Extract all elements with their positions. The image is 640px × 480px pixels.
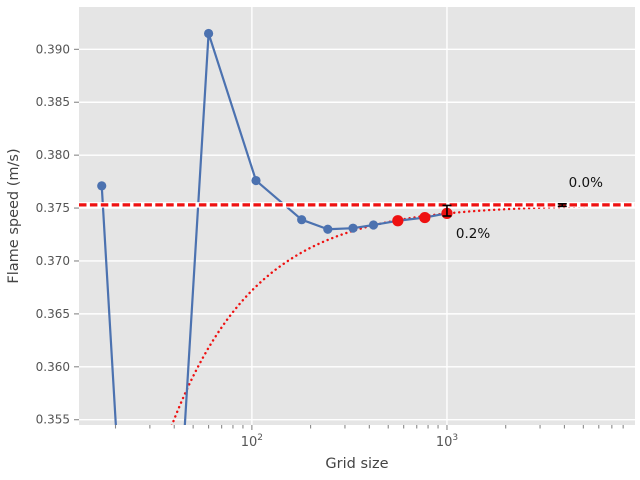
- y-tick-label: 0.355: [36, 413, 70, 427]
- data-point: [323, 224, 333, 234]
- error-bar: [442, 204, 452, 217]
- data-point: [368, 220, 379, 230]
- y-tick-label: 0.370: [36, 254, 70, 268]
- error-bar: [557, 203, 567, 208]
- plot-background: [79, 7, 635, 425]
- y-tick-label: 0.390: [36, 42, 70, 56]
- y-tick-label: 0.360: [36, 360, 70, 374]
- y-tick-labels: 0.355 0.360 0.365 0.370 0.375 0.380 0.385 0.390: [36, 42, 70, 426]
- axis-ticks: [74, 48, 624, 430]
- data-point: [97, 181, 107, 191]
- highlighted-data-point: [419, 211, 431, 224]
- y-tick-label: 0.365: [36, 307, 70, 321]
- highlighted-data-point: [392, 215, 404, 227]
- y-tick-label: 0.380: [36, 148, 70, 162]
- annotation-text: 0.0%: [569, 175, 603, 191]
- x-axis-label: Grid size: [325, 456, 388, 472]
- annotation-text: 0.2%: [456, 226, 490, 242]
- y-axis-label: Flame speed (m/s): [6, 148, 22, 283]
- y-tick-label: 0.375: [36, 201, 70, 215]
- highlight-markers: [392, 207, 453, 227]
- data-point: [297, 215, 307, 225]
- data-point: [203, 28, 214, 39]
- data-point: [251, 175, 261, 186]
- data-point: [348, 223, 358, 233]
- y-tick-label: 0.385: [36, 95, 70, 109]
- plot-region: [79, 28, 635, 425]
